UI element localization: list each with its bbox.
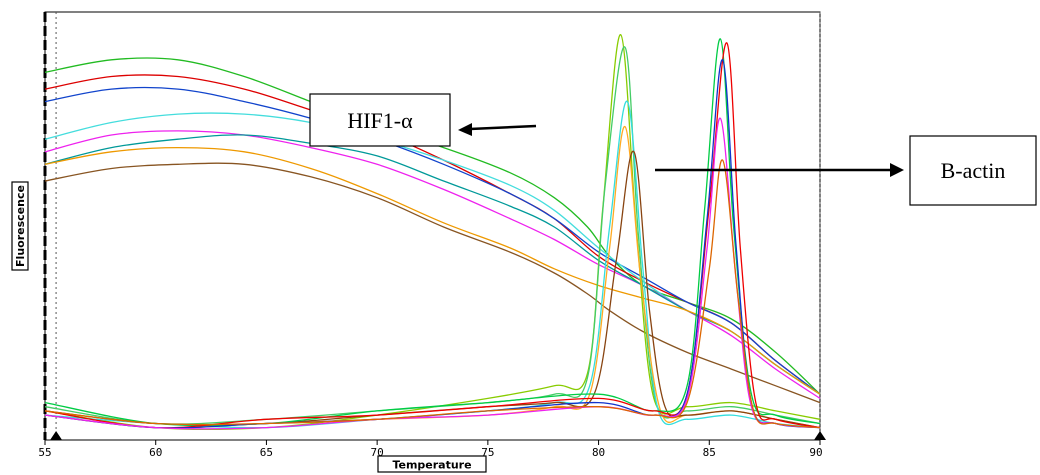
x-tick-label-2: 65 xyxy=(260,446,273,459)
series-line-melt-0 xyxy=(44,57,821,395)
threshold-marker-0[interactable] xyxy=(50,431,63,440)
series-line-melt-7 xyxy=(44,162,821,404)
threshold-marker-1[interactable] xyxy=(814,431,826,440)
y-axis-title-text: Fluorescence xyxy=(14,185,27,267)
x-tick-label-0: 55 xyxy=(38,446,51,459)
threshold-markers xyxy=(50,12,826,440)
x-tick-label-1: 60 xyxy=(149,446,162,459)
series-line-peak-16 xyxy=(44,117,821,430)
x-axis-title: Temperature xyxy=(377,455,487,473)
series-layer xyxy=(44,34,821,431)
series-line-peak-17 xyxy=(44,159,821,429)
callout-bactin-label: B-actin xyxy=(941,158,1006,183)
callout-bactin-arrowhead xyxy=(890,163,904,177)
series-line-melt-6 xyxy=(44,146,821,395)
callout-hif1a: HIF1-α xyxy=(309,93,537,147)
callout-bactin: B-actin xyxy=(655,135,1037,206)
series-line-melt-4 xyxy=(44,130,821,399)
y-axis-title-box xyxy=(11,181,29,271)
callout-hif1a-arrow-line xyxy=(469,124,537,131)
callout-hif1a-arrowhead xyxy=(458,123,472,136)
x-axis-title-text: Temperature xyxy=(392,459,471,472)
series-line-melt-2 xyxy=(44,86,821,395)
callout-bactin-box xyxy=(909,135,1037,206)
x-tick-label-6: 85 xyxy=(703,446,716,459)
callout-hif1a-box xyxy=(309,93,451,147)
x-axis-ticks: 55 60 65 70 75 80 85 90 xyxy=(38,440,823,459)
x-tick-label-5: 80 xyxy=(592,446,605,459)
plot-area xyxy=(43,11,821,441)
callout-hif1a-label: HIF1-α xyxy=(347,108,413,133)
x-axis-title-box xyxy=(377,455,487,473)
y-axis-title: Fluorescence xyxy=(11,181,29,271)
x-tick-label-7: 90 xyxy=(809,446,822,459)
